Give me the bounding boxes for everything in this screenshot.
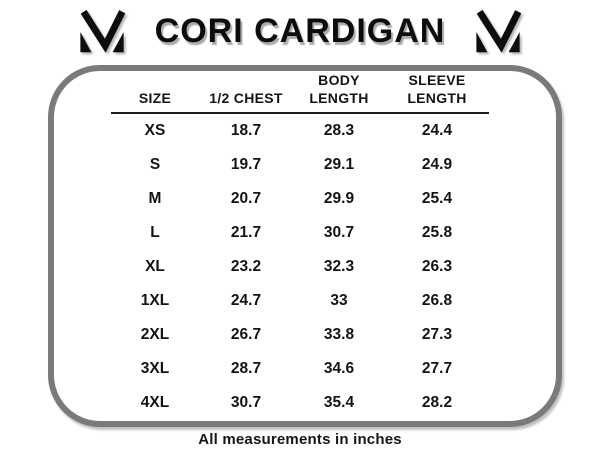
brand-m-logo-right-icon — [475, 8, 522, 55]
body-length-cell: 34.6 — [323, 360, 355, 377]
half-chest-cell: 23.2 — [230, 258, 262, 275]
half-chest-cell: 26.7 — [230, 326, 262, 343]
size-cell: S — [149, 156, 161, 173]
table-row: 3XL 28.7 34.6 27.7 — [111, 352, 489, 386]
half-chest-cell: 19.7 — [230, 156, 262, 173]
table-row: XS 18.7 28.3 24.4 — [111, 113, 489, 148]
column-header-size: SIZE — [111, 67, 199, 114]
size-cell: XL — [145, 258, 165, 275]
sleeve-length-cell: 25.4 — [421, 190, 453, 207]
half-chest-cell: 30.7 — [230, 394, 262, 411]
header: CORI CARDIGAN — [0, 2, 600, 60]
size-cell: 2XL — [140, 326, 170, 343]
column-header-sleeve-length: SLEEVE LENGTH — [385, 67, 489, 114]
table-row: 2XL 26.7 33.8 27.3 — [111, 318, 489, 352]
table-header-row: SIZE 1/2 CHEST BODY LENGTH SLEEVE LENGTH — [111, 67, 489, 114]
sleeve-length-cell: 26.3 — [421, 258, 453, 275]
half-chest-cell: 21.7 — [230, 224, 262, 241]
column-header-half-chest: 1/2 CHEST — [199, 67, 293, 114]
table-row: M 20.7 29.9 25.4 — [111, 182, 489, 216]
sleeve-length-cell: 27.3 — [421, 326, 453, 343]
half-chest-cell: 18.7 — [230, 122, 262, 139]
body-length-cell: 29.9 — [323, 190, 355, 207]
size-cell: 3XL — [140, 360, 170, 377]
size-cell: L — [150, 224, 160, 241]
sleeve-length-cell: 26.8 — [421, 292, 453, 309]
table-row: XL 23.2 32.3 26.3 — [111, 250, 489, 284]
table-row: L 21.7 30.7 25.8 — [111, 216, 489, 250]
body-length-cell: 28.3 — [323, 122, 355, 139]
body-length-cell: 30.7 — [323, 224, 355, 241]
half-chest-cell: 20.7 — [230, 190, 262, 207]
body-length-cell: 29.1 — [323, 156, 355, 173]
table-row: 4XL 30.7 35.4 28.2 — [111, 386, 489, 420]
sleeve-length-cell: 25.8 — [421, 224, 453, 241]
column-header-body-length: BODY LENGTH — [293, 67, 385, 114]
half-chest-cell: 28.7 — [230, 360, 262, 377]
size-cell: M — [148, 190, 162, 207]
size-cell: 4XL — [140, 394, 170, 411]
measurements-note: All measurements in inches — [198, 431, 402, 448]
table-row: S 19.7 29.1 24.9 — [111, 148, 489, 182]
brand-m-logo-left-icon — [79, 8, 125, 55]
sleeve-length-cell: 27.7 — [421, 360, 453, 377]
body-length-cell: 33 — [330, 292, 348, 309]
table-body: XS 18.7 28.3 24.4 S 19.7 29.1 24.9 M 20.7 29.9 25.4… — [111, 113, 489, 420]
page-title: CORI CARDIGAN — [154, 11, 446, 50]
size-cell: 1XL — [140, 292, 170, 309]
table-row: 1XL 24.7 33 26.8 — [111, 284, 489, 318]
body-length-cell: 35.4 — [323, 394, 355, 411]
body-length-cell: 33.8 — [323, 326, 355, 343]
size-cell: XS — [144, 122, 166, 139]
size-chart-table: SIZE 1/2 CHEST BODY LENGTH SLEEVE LENGTH… — [111, 67, 489, 420]
sleeve-length-cell: 28.2 — [421, 394, 453, 411]
sleeve-length-cell: 24.9 — [421, 156, 453, 173]
body-length-cell: 32.3 — [323, 258, 355, 275]
half-chest-cell: 24.7 — [230, 292, 262, 309]
sleeve-length-cell: 24.4 — [421, 122, 453, 139]
